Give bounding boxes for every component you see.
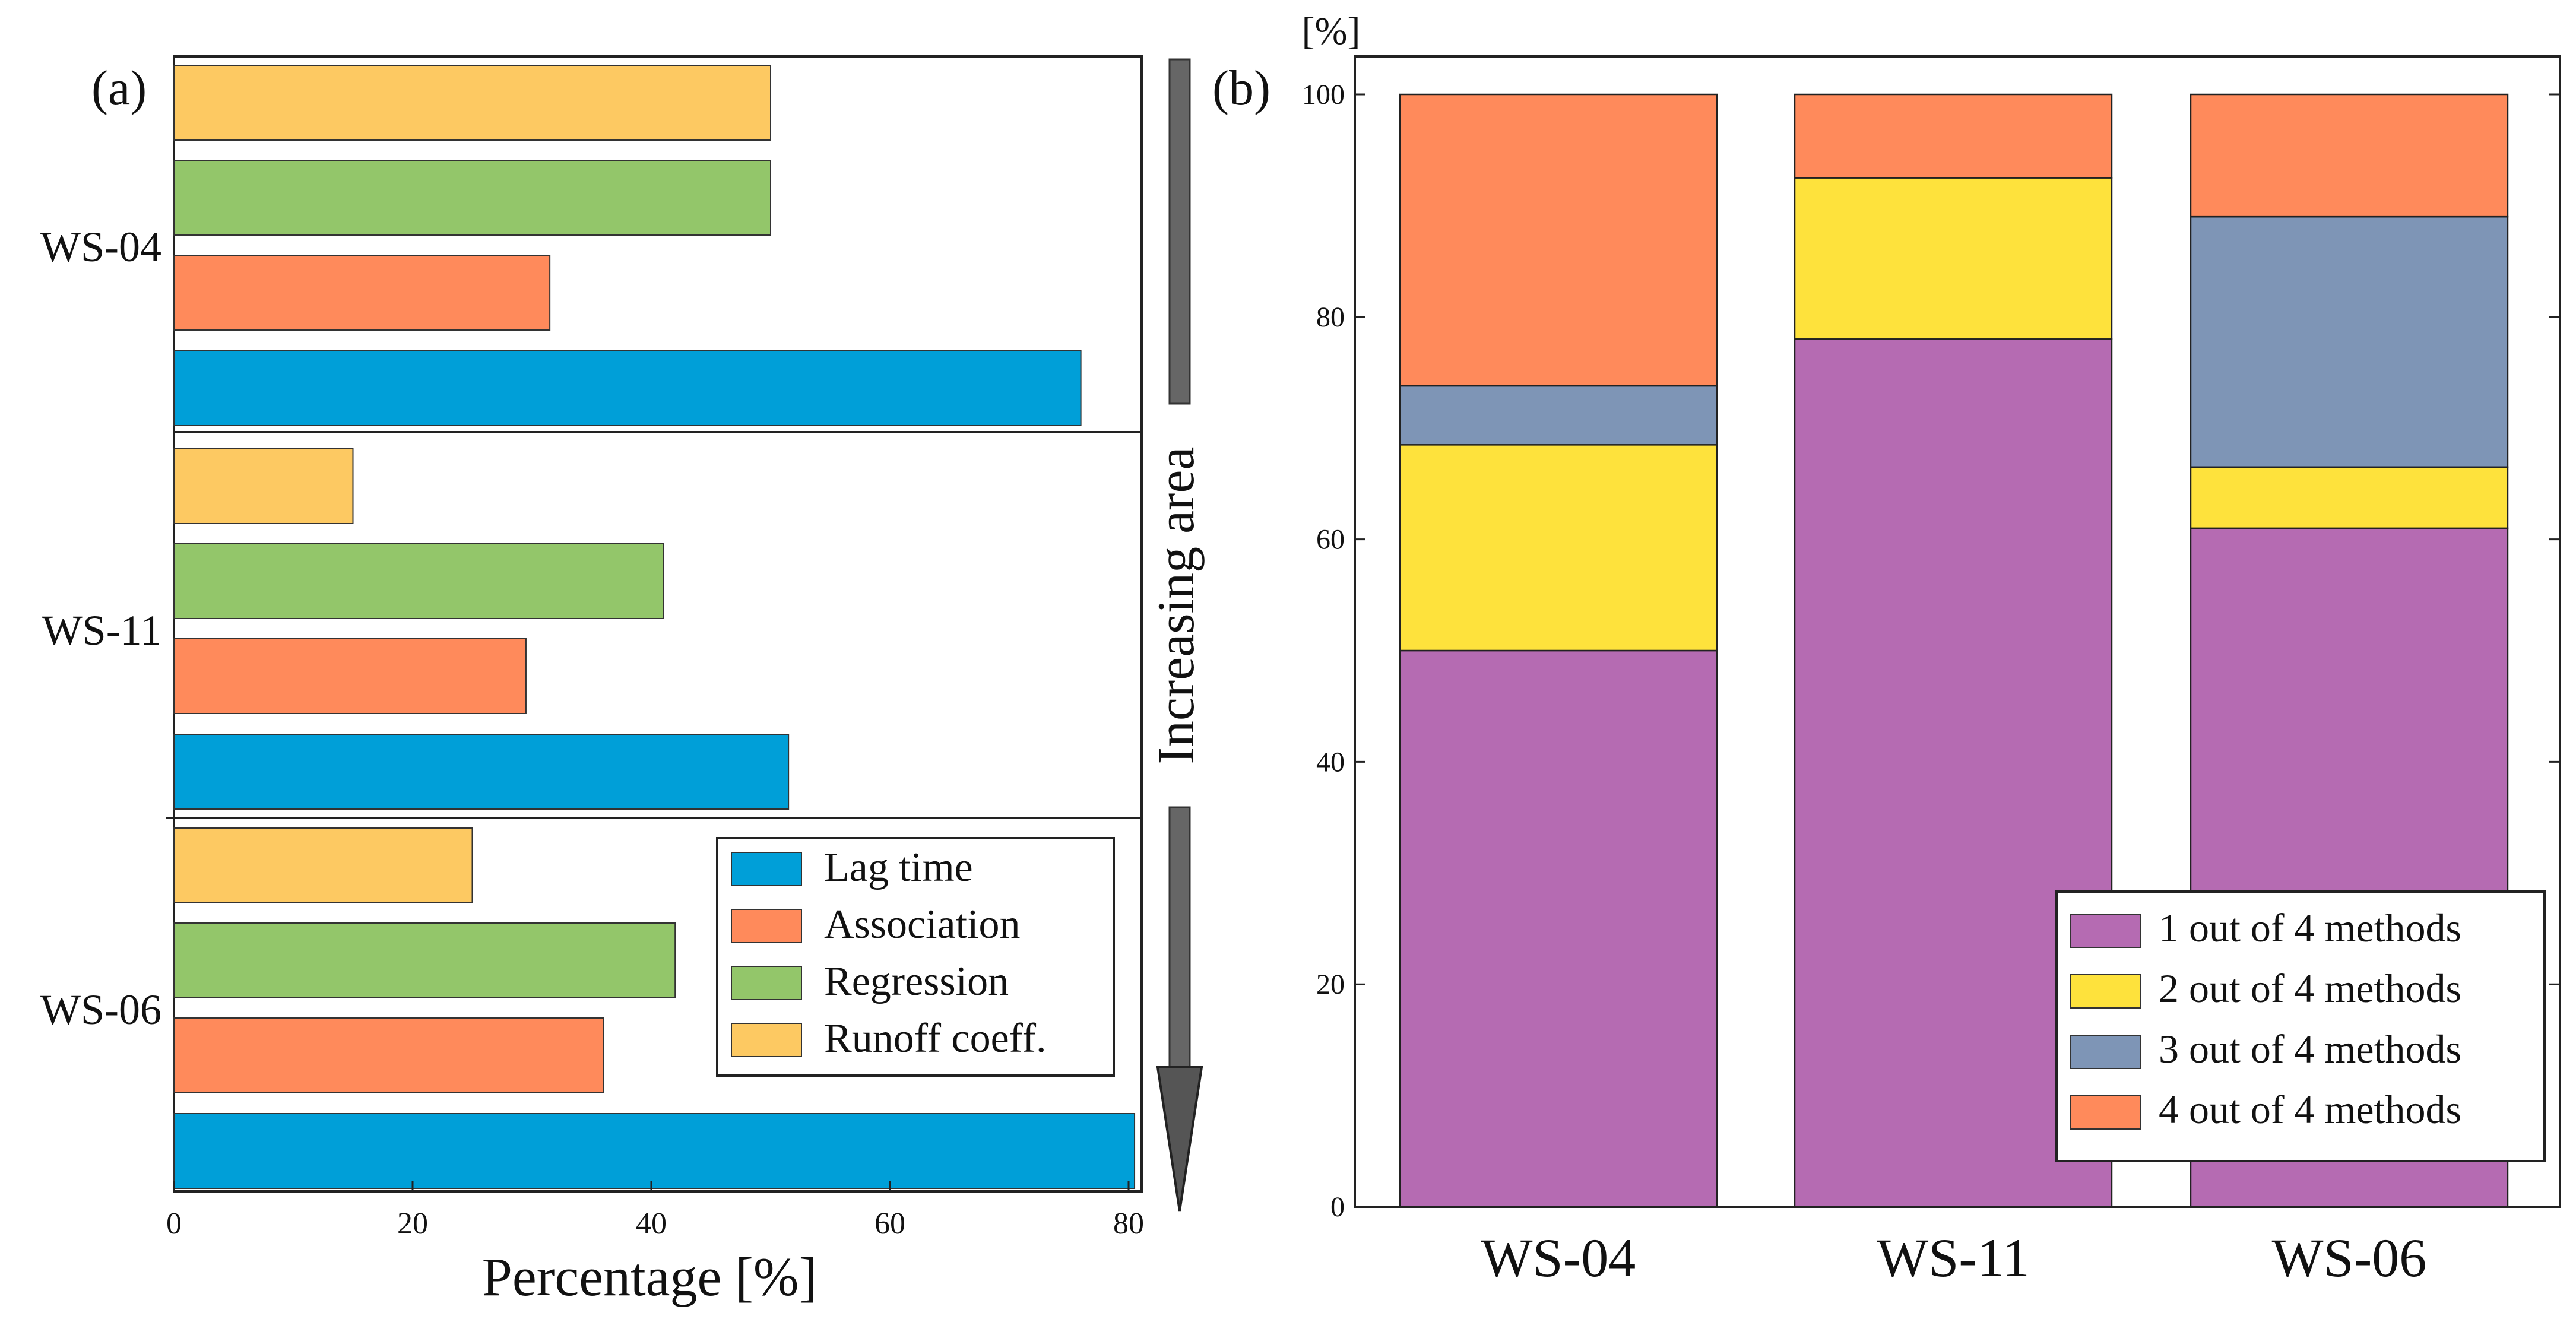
b-category-labels: WS-04 WS-11 WS-06 bbox=[1481, 1228, 2427, 1288]
arrow-label: Increasing area bbox=[1148, 447, 1205, 765]
panel-a: WS-04 WS-11 WS-06 0 20 40 60 80 (a) Percentage… bbox=[40, 55, 1205, 1307]
panel-b: 0 20 40 60 80 100 WS-04 WS-11 WS-06 (b) [%] 1 o… bbox=[1212, 9, 2561, 1288]
b-bars bbox=[1399, 93, 2509, 1208]
b-legend-label-2-out-of-4-methods: 2 out of 4 methods bbox=[2159, 966, 2461, 1011]
a-legend-label-lag-time: Lag time bbox=[824, 845, 973, 890]
b-y-axis-label: [%] bbox=[1302, 9, 1361, 53]
b-category-label-ws-04: WS-04 bbox=[1481, 1228, 1636, 1288]
group-label-ws-06: WS-06 bbox=[40, 986, 161, 1033]
b-legend-label-4-out-of-4-methods: 4 out of 4 methods bbox=[2159, 1087, 2461, 1132]
a-legend: Lag time Association Regression Runoff coef… bbox=[716, 837, 1115, 1077]
a-legend-label-association: Association bbox=[824, 902, 1021, 947]
bar-ws-06-3-out-of-4-methods bbox=[2190, 215, 2509, 468]
bar-ws-04-4-out-of-4-methods bbox=[1399, 93, 1718, 387]
bar-ws-11-runoff-coeff bbox=[173, 448, 354, 524]
a-legend-items: Lag time Association Regression Runoff coef… bbox=[731, 845, 1047, 1061]
a-x-ticks: 0 20 40 60 80 bbox=[166, 1181, 1144, 1241]
panel-a-label: (a) bbox=[91, 61, 147, 116]
increasing-area-arrow: Increasing area bbox=[1148, 58, 1205, 1212]
b-category-label-ws-06: WS-06 bbox=[2272, 1228, 2427, 1288]
bar-ws-06-lag-time bbox=[173, 1113, 1136, 1189]
b-legend-items: 1 out of 4 methods 2 out of 4 methods 3 ou… bbox=[2070, 905, 2461, 1132]
bar-ws-11-2-out-of-4-methods bbox=[1794, 177, 2113, 340]
bar-ws-06-association bbox=[173, 1017, 604, 1093]
b-legend-swatch-2-out-of-4-methods bbox=[2070, 974, 2141, 1009]
b-legend-swatch-1-out-of-4-methods bbox=[2070, 914, 2141, 948]
a-x-tick-label: 40 bbox=[636, 1207, 667, 1241]
bar-ws-04-3-out-of-4-methods bbox=[1399, 385, 1718, 446]
bar-ws-04-1-out-of-4-methods bbox=[1399, 649, 1718, 1208]
bar-ws-06-2-out-of-4-methods bbox=[2190, 466, 2509, 529]
bar-ws-06-runoff-coeff bbox=[173, 827, 473, 903]
bar-ws-04-runoff-coeff bbox=[173, 65, 771, 141]
arrow-shaft-bottom bbox=[1168, 806, 1191, 1070]
a-legend-swatch-lag-time bbox=[731, 852, 802, 886]
b-y-tick-label: 100 bbox=[1302, 79, 1345, 110]
b-y-tick-label: 80 bbox=[1316, 302, 1345, 333]
bar-ws-04-lag-time bbox=[173, 350, 1082, 426]
b-legend: 1 out of 4 methods 2 out of 4 methods 3 ou… bbox=[2055, 890, 2546, 1162]
a-legend-swatch-runoff-coeff bbox=[731, 1023, 802, 1057]
a-group-labels: WS-04 WS-11 WS-06 bbox=[40, 223, 161, 1033]
b-legend-label-3-out-of-4-methods: 3 out of 4 methods bbox=[2159, 1026, 2461, 1071]
b-y-tick-label: 20 bbox=[1316, 969, 1345, 1000]
b-category-label-ws-11: WS-11 bbox=[1877, 1228, 2029, 1288]
a-x-tick-label: 20 bbox=[397, 1207, 428, 1241]
bar-ws-11-association bbox=[173, 638, 527, 714]
b-y-tick-label: 40 bbox=[1316, 746, 1345, 778]
arrow-shaft-top bbox=[1168, 58, 1191, 405]
b-legend-swatch-4-out-of-4-methods bbox=[2070, 1095, 2141, 1130]
panel-a-frame bbox=[173, 55, 1143, 1193]
bar-ws-04-regression bbox=[173, 160, 771, 236]
a-legend-swatch-regression bbox=[731, 966, 802, 1000]
a-legend-swatch-association bbox=[731, 909, 802, 943]
bar-ws-06-4-out-of-4-methods bbox=[2190, 93, 2509, 218]
b-y-tick-label: 60 bbox=[1316, 524, 1345, 556]
group-label-ws-04: WS-04 bbox=[40, 223, 161, 271]
b-y-ticks: 0 20 40 60 80 100 bbox=[1302, 79, 2560, 1223]
a-x-axis-label: Percentage [%] bbox=[482, 1247, 817, 1307]
b-legend-label-1-out-of-4-methods: 1 out of 4 methods bbox=[2159, 905, 2461, 950]
a-x-tick-label: 0 bbox=[166, 1207, 182, 1241]
b-legend-swatch-3-out-of-4-methods bbox=[2070, 1035, 2141, 1069]
arrow-head bbox=[1156, 1066, 1203, 1212]
a-legend-label-regression: Regression bbox=[824, 959, 1009, 1004]
a-bars bbox=[173, 65, 1136, 1189]
panel-b-label: (b) bbox=[1212, 61, 1270, 116]
a-x-tick-label: 80 bbox=[1113, 1207, 1144, 1241]
b-y-tick-label: 0 bbox=[1330, 1191, 1345, 1223]
bar-ws-11-4-out-of-4-methods bbox=[1794, 93, 2113, 179]
bar-ws-06-regression bbox=[173, 922, 676, 998]
bar-ws-04-association bbox=[173, 255, 551, 331]
bar-ws-11-lag-time bbox=[173, 734, 790, 810]
group-label-ws-11: WS-11 bbox=[42, 607, 161, 654]
a-legend-label-runoff-coeff: Runoff coeff. bbox=[824, 1016, 1047, 1061]
a-x-tick-label: 60 bbox=[874, 1207, 905, 1241]
bar-ws-11-regression bbox=[173, 543, 664, 619]
bar-ws-04-2-out-of-4-methods bbox=[1399, 444, 1718, 652]
